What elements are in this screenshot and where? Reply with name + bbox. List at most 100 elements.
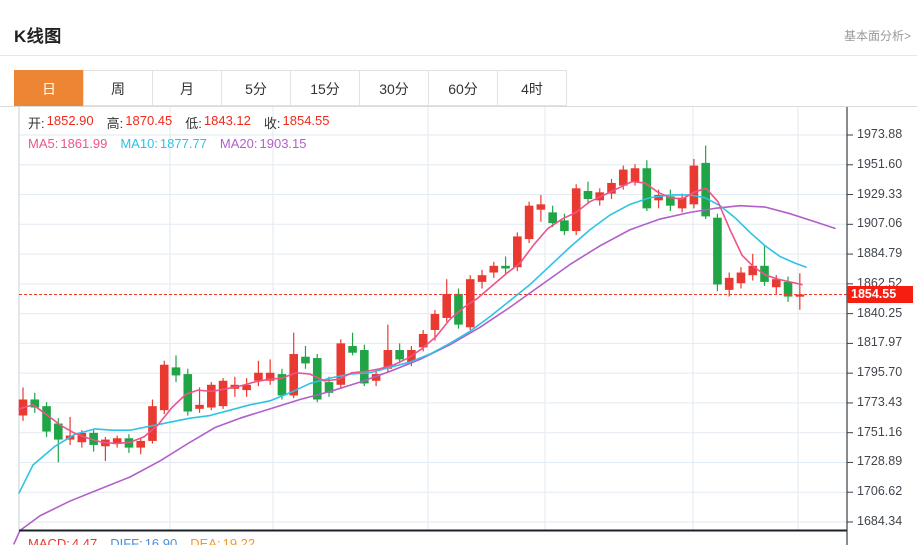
tab-4时[interactable]: 4时 [497, 70, 567, 106]
candle[interactable] [371, 370, 381, 387]
candle[interactable] [54, 418, 63, 463]
ma5-value: 1861.99 [60, 136, 108, 151]
y-axis-label: 1728.89 [857, 454, 903, 469]
tab-30分[interactable]: 30分 [359, 70, 429, 106]
candle-body [371, 374, 381, 381]
header-divider [0, 55, 917, 56]
candle-body [724, 277, 734, 290]
candle[interactable] [159, 360, 169, 415]
ma20-label: MA20: [219, 136, 258, 151]
candle[interactable] [724, 272, 734, 297]
candle-body [195, 404, 204, 409]
candle[interactable] [277, 368, 287, 400]
candle[interactable] [524, 201, 534, 244]
candle[interactable] [148, 399, 157, 444]
price-axis [19, 106, 853, 545]
candle[interactable] [760, 245, 769, 286]
y-axis-label: 1929.33 [857, 186, 903, 201]
candle[interactable] [336, 339, 346, 389]
candle[interactable] [477, 269, 487, 289]
candle[interactable] [42, 402, 51, 437]
candle[interactable] [713, 213, 722, 292]
candle[interactable] [607, 178, 616, 199]
candle[interactable] [748, 253, 758, 281]
candle[interactable] [112, 435, 122, 448]
candle[interactable] [101, 436, 110, 461]
candle-body [54, 423, 63, 440]
candle-body [430, 313, 440, 330]
tab-日[interactable]: 日 [14, 70, 84, 106]
tab-月[interactable]: 月 [152, 70, 222, 106]
candle-body [783, 281, 793, 297]
candle[interactable] [677, 193, 687, 213]
candle[interactable] [383, 324, 393, 373]
candle[interactable] [171, 355, 181, 383]
candle[interactable] [124, 434, 134, 453]
candle[interactable] [548, 205, 557, 228]
candle-body [454, 293, 463, 325]
dea-label: DEA: [190, 536, 221, 545]
candle[interactable] [442, 279, 452, 322]
candle-body [748, 265, 758, 276]
candle[interactable] [218, 378, 228, 409]
candle[interactable] [136, 438, 145, 455]
candle[interactable] [207, 382, 216, 411]
candlestick-series[interactable] [18, 145, 805, 463]
y-axis-label: 1840.25 [857, 305, 903, 320]
ma5-readout: MA5: 1861.99 [28, 136, 107, 151]
candle[interactable] [571, 184, 581, 236]
fundamental-analysis-link[interactable]: 基本面分析> [843, 29, 911, 43]
candle[interactable] [348, 332, 357, 356]
candle[interactable] [242, 378, 251, 397]
candle[interactable] [430, 309, 440, 341]
candle[interactable] [489, 261, 499, 278]
candle[interactable] [795, 273, 805, 310]
candle-body [218, 380, 228, 407]
candle[interactable] [642, 160, 652, 212]
macd-label: MACD: [28, 536, 70, 545]
chart-top-border [0, 106, 917, 107]
candle-body [524, 205, 534, 240]
candle[interactable] [360, 344, 369, 387]
candle-body [666, 196, 675, 206]
candle[interactable] [301, 346, 310, 369]
candle[interactable] [265, 359, 275, 385]
ma10-value: 1877.77 [159, 136, 207, 151]
candle-body [42, 406, 51, 432]
candle[interactable] [454, 288, 463, 329]
candle[interactable] [195, 387, 204, 413]
ma10-readout: MA10: 1877.77 [120, 136, 207, 151]
candle[interactable] [701, 145, 710, 220]
open-readout: 开: 1852.90 [28, 113, 94, 132]
ma10-line [18, 194, 807, 494]
high-value: 1870.45 [125, 113, 173, 128]
candle-body [677, 197, 687, 209]
candle[interactable] [583, 181, 593, 204]
candle[interactable] [736, 267, 746, 289]
candle-body [560, 220, 569, 232]
tab-5分[interactable]: 5分 [221, 70, 291, 106]
candle[interactable] [30, 392, 40, 413]
tab-周[interactable]: 周 [83, 70, 153, 106]
high-label: 高: [106, 116, 124, 131]
tab-15分[interactable]: 15分 [290, 70, 360, 106]
candle[interactable] [18, 387, 28, 421]
candle[interactable] [536, 194, 546, 222]
candle[interactable] [289, 332, 299, 399]
candle-body [701, 162, 710, 217]
candle[interactable] [666, 189, 675, 212]
period-tabs: 日周月 5分 15分 30分 60分 4时 [14, 70, 567, 106]
candle-body [148, 406, 157, 441]
candle[interactable] [501, 256, 510, 276]
candle[interactable] [689, 158, 699, 209]
candle[interactable] [395, 343, 404, 364]
candle-body [336, 343, 346, 385]
candle-body [89, 432, 98, 445]
candle-body [618, 169, 628, 186]
candle-body [277, 374, 287, 396]
candle-body [548, 212, 557, 224]
ma5-line [18, 180, 803, 445]
tab-60分[interactable]: 60分 [428, 70, 498, 106]
candle-body [77, 432, 87, 443]
